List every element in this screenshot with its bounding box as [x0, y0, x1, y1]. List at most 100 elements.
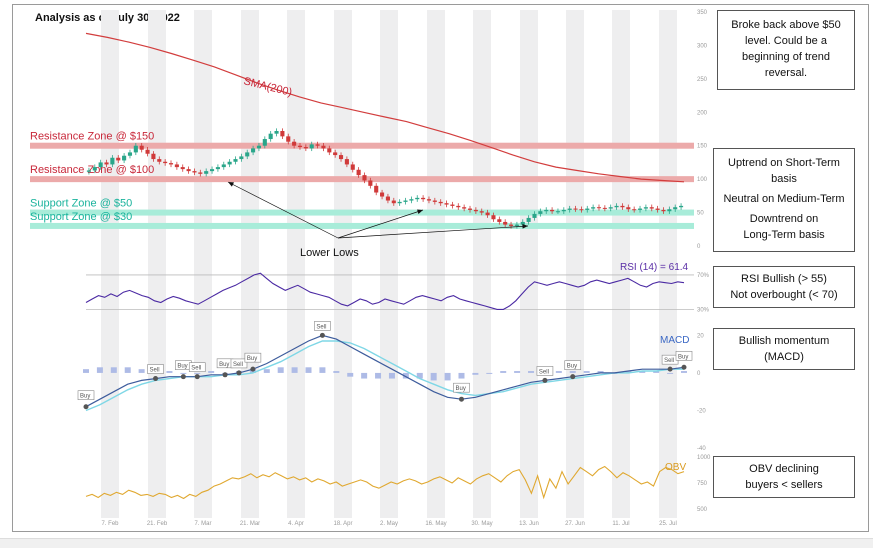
macd-histogram-bar [361, 372, 368, 379]
candle [632, 209, 637, 211]
candle [198, 172, 203, 174]
macd-histogram-bar [166, 371, 173, 373]
macd-histogram-bar [444, 372, 451, 381]
week-band [520, 10, 538, 518]
candle [491, 215, 496, 220]
signal-tag-box [244, 352, 262, 363]
signal-tag-label: Sell [150, 368, 160, 374]
macd-histogram-bar [319, 367, 326, 373]
candle [321, 145, 326, 149]
candle [643, 207, 648, 209]
zone-label: Resistance Zone @ $150 [30, 131, 154, 143]
candle [591, 207, 596, 209]
macd-histogram-bar [430, 372, 437, 381]
signal-tag-box [230, 358, 248, 369]
candle [544, 209, 549, 212]
candle [280, 131, 285, 137]
price-panel: 350 300 250 200 150 100 50 0 Resistance Zone @ $… [30, 10, 708, 259]
arrow-head [417, 209, 423, 214]
week-band [566, 10, 584, 518]
candle [274, 131, 279, 134]
signal-dot [180, 374, 186, 380]
macd-histogram-bar [347, 372, 354, 377]
arrow-line [337, 225, 529, 239]
week-band [612, 10, 630, 518]
candle [268, 133, 273, 140]
signal-tag-box [314, 321, 331, 331]
signal-dot [319, 332, 325, 338]
x-tick-label: 7. Mar [194, 521, 211, 527]
candle [626, 207, 631, 210]
lower-lows-label: Lower Lows [300, 247, 359, 259]
macd-histogram-bar [639, 371, 646, 373]
macd-histogram-bar [333, 371, 340, 373]
macd-histogram-bar [277, 367, 284, 373]
signal-tag-box [188, 362, 206, 372]
note-obv: OBV declining buyers < sellers [713, 456, 855, 498]
bottom-scrollbar[interactable] [0, 538, 873, 548]
candle [145, 149, 150, 154]
note-rsi: RSI Bullish (> 55) Not overbought (< 70) [713, 266, 855, 308]
x-tick-label: 2. May [380, 521, 398, 527]
zone-label: Resistance Zone @ $100 [30, 164, 154, 176]
candle [532, 213, 537, 218]
candle [514, 224, 519, 226]
sma-line [85, 32, 685, 183]
candle [327, 148, 332, 153]
signal-dot [667, 366, 673, 372]
candle [403, 200, 408, 202]
candle [649, 207, 654, 209]
macd-histogram-bar [514, 371, 521, 373]
candle [221, 164, 226, 168]
note-line: reversal. [764, 67, 808, 79]
arrow-line [227, 181, 339, 239]
x-tick-label: 7. Feb [101, 521, 119, 527]
macd-histogram-bar [208, 371, 215, 373]
candle [344, 159, 349, 165]
zone-band [30, 209, 694, 216]
week-band [659, 10, 677, 518]
arrow-head [522, 224, 528, 229]
candle [421, 197, 426, 200]
candle [561, 209, 566, 212]
signal-tag-box [77, 390, 95, 401]
zone-label: Support Zone @ $50 [30, 198, 132, 210]
candle [585, 208, 590, 210]
signal-dot [83, 404, 89, 410]
macd-histogram-bar [375, 372, 382, 379]
signal-tag-label: Buy [567, 364, 577, 370]
candle [233, 159, 238, 162]
signal-tag-label: Sell [191, 366, 201, 372]
candle [385, 196, 390, 201]
signal-tag-box [564, 360, 582, 370]
macd-histogram-bar [194, 372, 201, 374]
macd-histogram-bar [583, 371, 590, 373]
candle [397, 201, 402, 204]
candle [251, 148, 256, 153]
macd-histogram-bar [653, 371, 660, 373]
candle [380, 192, 385, 197]
candle [356, 169, 361, 176]
candle [368, 180, 373, 186]
signal-tag-label: Buy [219, 362, 229, 368]
week-band [287, 10, 305, 518]
candle [292, 141, 297, 146]
macd-histogram-bar [263, 369, 270, 373]
week-band [241, 10, 259, 518]
candle [432, 200, 437, 202]
candle [139, 145, 144, 150]
candle [520, 221, 525, 225]
y-tick-label: 250 [697, 77, 708, 83]
obv-panel: 1000 750 500 OBV [85, 455, 711, 513]
obv-tick-label: 1000 [697, 455, 711, 461]
y-tick-label: 300 [697, 43, 708, 49]
candle [338, 155, 344, 160]
candle [679, 205, 684, 208]
macd-histogram-bar [458, 372, 465, 379]
macd-histogram-bar [625, 371, 632, 373]
candle [579, 209, 584, 211]
week-band [148, 10, 166, 518]
macd-histogram-bar [402, 372, 409, 379]
candle [262, 139, 267, 146]
signal-tag-label: Buy [247, 356, 257, 362]
